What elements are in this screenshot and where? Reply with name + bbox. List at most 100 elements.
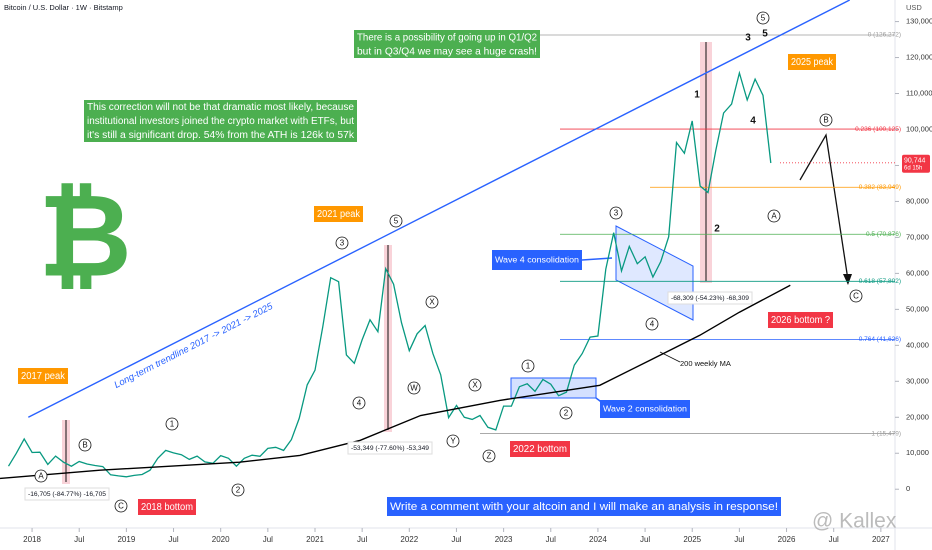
x-tick-label: 2021 xyxy=(306,535,324,544)
axis-unit: USD xyxy=(906,3,922,12)
forecast-path xyxy=(799,133,849,281)
wave-circle xyxy=(609,206,623,220)
wave-circle xyxy=(165,417,179,431)
annotation-box xyxy=(18,368,68,384)
fib-label: 0 (126,272) xyxy=(868,32,901,39)
x-tick-label: 2018 xyxy=(23,535,41,544)
wave-circle xyxy=(559,406,573,420)
wave-label: 3 xyxy=(745,33,751,44)
annotation-text: 2018 bottom xyxy=(141,502,193,513)
price-line xyxy=(7,70,772,478)
x-tick-label: Jul xyxy=(357,535,367,544)
wave-label: B xyxy=(82,441,87,450)
wave-circle xyxy=(645,317,659,331)
y-tick-label: 50,000 xyxy=(906,304,929,313)
wave-label: A xyxy=(38,472,44,481)
wave-label: C xyxy=(853,292,859,301)
y-tick-label: 110,000 xyxy=(906,89,932,98)
wave-circle xyxy=(482,449,496,463)
x-tick-label: Jul xyxy=(451,535,461,544)
x-tick-label: 2022 xyxy=(400,535,418,544)
wave-circle xyxy=(114,499,128,513)
x-tick-label: 2025 xyxy=(683,535,701,544)
price-tag-label: 90,744 xyxy=(904,158,926,165)
x-tick-label: 2027 xyxy=(872,535,890,544)
annotation-box xyxy=(510,441,570,457)
wave-label: W xyxy=(410,384,418,393)
annotation-text: it's still a significant drop. 54% from … xyxy=(87,130,355,141)
y-tick-label: 40,000 xyxy=(906,340,929,349)
annotation-text: institutional investors joined the crypt… xyxy=(87,116,354,127)
x-tick-label: Jul xyxy=(168,535,178,544)
annotation-box xyxy=(667,291,753,305)
wave-label: 2 xyxy=(564,409,569,418)
wave-circle xyxy=(425,295,439,309)
x-tick-label: Jul xyxy=(734,535,744,544)
wave-label: 5 xyxy=(394,217,399,226)
forecast-arrowhead xyxy=(843,274,852,285)
annotation-text: 2022 bottom xyxy=(513,444,567,455)
countdown: 6d 15h xyxy=(904,165,922,171)
fib-label: 0.764 (41,626) xyxy=(859,336,901,343)
ma-label: 200 weekly MA xyxy=(680,359,731,368)
wave-circle xyxy=(231,483,245,497)
fib-label: 0.236 (100,125) xyxy=(855,126,901,133)
wave-label: 3 xyxy=(340,239,345,248)
wave-label: 1 xyxy=(170,420,175,429)
wave-label: 4 xyxy=(357,399,362,408)
annotation-text: Wave 4 consolidation xyxy=(495,256,579,265)
wave-label: X xyxy=(472,381,478,390)
y-tick-label: 120,000 xyxy=(906,53,932,62)
annotation-text: 2025 peak xyxy=(791,57,834,68)
wave-circle xyxy=(407,381,421,395)
wave-label: 1 xyxy=(526,362,531,371)
wave-circle xyxy=(756,11,770,25)
annotation-text: This correction will not be that dramati… xyxy=(87,102,354,113)
wave-label: 5 xyxy=(762,29,768,40)
y-tick-label: 60,000 xyxy=(906,268,929,277)
annotation-box xyxy=(600,400,690,418)
annotation-box xyxy=(84,100,357,142)
y-tick-label: 80,000 xyxy=(906,196,929,205)
wave-label: Z xyxy=(487,452,492,461)
y-tick-label: 70,000 xyxy=(906,232,929,241)
price-tag xyxy=(902,154,930,173)
fib-label: 0.382 (83,949) xyxy=(859,184,901,191)
y-tick-label: 0 xyxy=(906,484,910,493)
annotation-box xyxy=(138,499,196,515)
x-tick-label: Jul xyxy=(546,535,556,544)
annotation-text: 2026 bottom ? xyxy=(771,315,830,326)
wave-label: B xyxy=(823,116,828,125)
watermark: @ Kallex xyxy=(812,510,897,533)
x-tick-label: 2026 xyxy=(778,535,796,544)
annotation-box xyxy=(314,206,363,222)
x-tick-label: Jul xyxy=(74,535,84,544)
wave-circle xyxy=(352,396,366,410)
wave-label: 3 xyxy=(614,209,619,218)
x-tick-label: 2024 xyxy=(589,535,607,544)
annotation-box xyxy=(492,250,582,270)
bitcoin-logo: ₿ xyxy=(38,172,132,300)
y-tick-label: 30,000 xyxy=(906,376,929,385)
wave-label: 5 xyxy=(761,14,766,23)
wave-circle xyxy=(78,438,92,452)
annotation-text: 2021 peak xyxy=(317,209,361,220)
wave-label: Y xyxy=(450,437,456,446)
y-tick-label: 10,000 xyxy=(906,448,929,457)
wave-label: 1 xyxy=(694,90,700,101)
annotation-box xyxy=(768,312,833,328)
annotation-text: Write a comment with your altcoin and I … xyxy=(390,501,778,513)
annotation-text: -68,309 (-54.23%) -68,309 xyxy=(671,295,749,302)
fib-label: 0.618 (57,802) xyxy=(859,278,901,285)
annotation-text: -53,349 (-77.60%) -53,349 xyxy=(351,445,429,452)
chart-title: Bitcoin / U.S. Dollar · 1W · Bitstamp xyxy=(4,3,123,12)
fib-label: 0.5 (70,876) xyxy=(866,231,901,238)
y-tick-label: 130,000 xyxy=(906,17,932,26)
x-tick-label: 2020 xyxy=(212,535,230,544)
fib-label: 1 (15,479) xyxy=(871,430,901,437)
wave-circle xyxy=(389,214,403,228)
annotation-text: 2017 peak xyxy=(21,371,66,382)
y-tick-label: 20,000 xyxy=(906,412,929,421)
